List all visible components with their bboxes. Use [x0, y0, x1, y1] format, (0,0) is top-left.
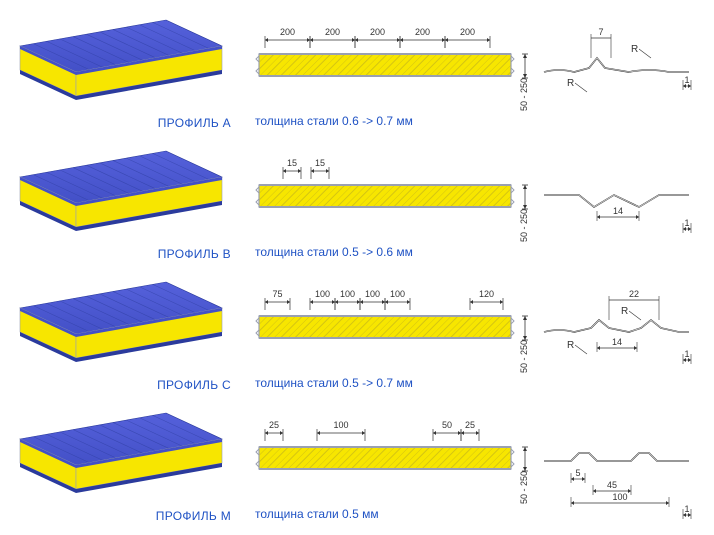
svg-text:100: 100	[333, 420, 348, 430]
profile-name-label: ПРОФИЛЬ C	[157, 378, 231, 392]
svg-text:200: 200	[370, 27, 385, 37]
section-cell: 75 100 100 100 100 120 50 - 250 толщина стали…	[247, 268, 527, 398]
profile-detail-svg: 7 R R 1	[539, 28, 707, 116]
profile-detail-cell: 5 45 100 1	[533, 399, 713, 529]
svg-text:45: 45	[607, 480, 617, 490]
svg-text:200: 200	[325, 27, 340, 37]
svg-text:14: 14	[612, 337, 622, 347]
section-bar: 50 - 250	[255, 183, 515, 209]
section-bar: 50 - 250	[255, 445, 515, 471]
svg-text:22: 22	[629, 289, 639, 299]
section-top-dims: 25 100 50 25	[255, 419, 515, 441]
iso-panel-cell: ПРОФИЛЬ B	[4, 137, 241, 267]
svg-text:R: R	[567, 78, 574, 89]
iso-panel-svg	[16, 14, 226, 114]
profile-name-label: ПРОФИЛЬ M	[156, 509, 231, 523]
steel-thickness-label: толщина стали 0.6 -> 0.7 мм	[255, 114, 413, 128]
svg-text:7: 7	[598, 27, 603, 37]
svg-text:25: 25	[269, 420, 279, 430]
iso-panel-cell: ПРОФИЛЬ M	[4, 399, 241, 529]
thickness-range-label: 50 - 250	[519, 471, 529, 504]
profile-name-label: ПРОФИЛЬ A	[158, 116, 231, 130]
svg-text:R: R	[621, 306, 628, 317]
profile-detail-cell: 7 R R 1	[533, 6, 713, 136]
svg-text:R: R	[567, 340, 574, 351]
svg-text:100: 100	[365, 289, 380, 299]
svg-text:50: 50	[442, 420, 452, 430]
iso-panel-svg	[16, 145, 226, 245]
profile-detail-cell: 14 1	[533, 137, 713, 267]
section-top-dims: 75 100 100 100 100 120	[255, 288, 515, 310]
section-bar: 50 - 250	[255, 314, 515, 340]
thickness-range-label: 50 - 250	[519, 340, 529, 373]
section-cell: 1515 50 - 250 толщина стали 0.5 -> 0.6 м…	[247, 137, 527, 267]
profile-name-label: ПРОФИЛЬ B	[158, 247, 231, 261]
profile-detail-cell: 22RR141	[533, 268, 713, 398]
profile-detail-svg: 14 1	[539, 159, 707, 247]
iso-panel-cell: ПРОФИЛЬ C	[4, 268, 241, 398]
steel-thickness-label: толщина стали 0.5 -> 0.7 мм	[255, 376, 413, 390]
iso-panel-svg	[16, 407, 226, 507]
svg-text:200: 200	[415, 27, 430, 37]
svg-text:1: 1	[684, 349, 689, 359]
svg-text:1: 1	[684, 504, 689, 514]
section-cell: 200 200 200 200 200 50 - 250 толщина стали 0…	[247, 6, 527, 136]
section-top-dims: 1515	[255, 157, 515, 179]
svg-text:14: 14	[613, 206, 623, 216]
svg-text:15: 15	[287, 158, 297, 168]
thickness-range-label: 50 - 250	[519, 78, 529, 111]
svg-text:75: 75	[272, 289, 282, 299]
profile-detail-svg: 5451001	[539, 421, 707, 509]
thickness-range-label: 50 - 250	[519, 209, 529, 242]
iso-panel-svg	[16, 276, 226, 376]
svg-text:100: 100	[612, 492, 627, 502]
section-top-dims: 200 200 200 200 200	[255, 26, 515, 48]
section-cell: 25 100 50 25 50 - 250 толщина стали 0.5 мм	[247, 399, 527, 529]
svg-text:5: 5	[575, 468, 580, 478]
steel-thickness-label: толщина стали 0.5 -> 0.6 мм	[255, 245, 413, 259]
svg-text:200: 200	[280, 27, 295, 37]
svg-text:1: 1	[684, 218, 689, 228]
svg-text:100: 100	[390, 289, 405, 299]
svg-text:15: 15	[315, 158, 325, 168]
profile-detail-svg: 22RR141	[539, 290, 707, 378]
iso-panel-cell: ПРОФИЛЬ A	[4, 6, 241, 136]
svg-text:100: 100	[315, 289, 330, 299]
section-bar: 50 - 250	[255, 52, 515, 78]
svg-text:200: 200	[460, 27, 475, 37]
svg-text:1: 1	[684, 75, 689, 85]
svg-text:25: 25	[465, 420, 475, 430]
svg-text:120: 120	[479, 289, 494, 299]
steel-thickness-label: толщина стали 0.5 мм	[255, 507, 379, 521]
svg-text:100: 100	[340, 289, 355, 299]
svg-text:R: R	[631, 44, 638, 55]
